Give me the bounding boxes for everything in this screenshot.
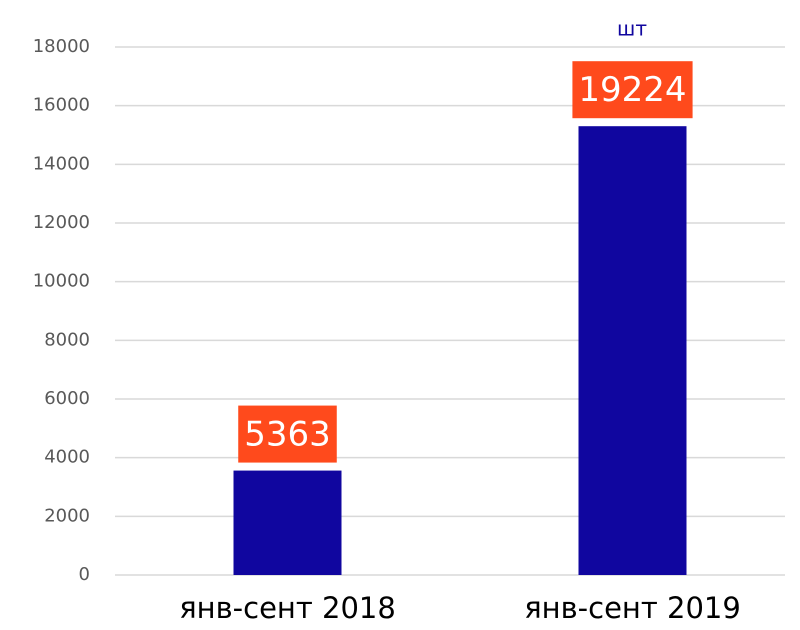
y-tick-label: 4000	[44, 447, 90, 468]
annotation-box	[238, 405, 337, 463]
annotation: 5363	[244, 415, 331, 455]
y-tick-label: 10000	[33, 271, 90, 292]
annotation: 19224	[578, 70, 686, 110]
x-tick-label: янв-сент 2019	[524, 591, 741, 625]
y-tick-label: 0	[79, 564, 90, 585]
unit-label: шт	[617, 17, 647, 41]
y-tick-label: 6000	[44, 388, 90, 409]
y-tick-label: 14000	[33, 153, 90, 174]
y-tick-label: 18000	[33, 36, 90, 57]
bar	[578, 126, 687, 575]
y-tick-label: 16000	[33, 95, 90, 116]
y-tick-label: 8000	[44, 329, 90, 350]
annotation-box	[572, 61, 693, 119]
x-tick-label: янв-сент 2018	[179, 591, 396, 625]
bar	[233, 470, 342, 575]
y-tick-label: 2000	[44, 505, 90, 526]
y-tick-label: 12000	[33, 212, 90, 233]
